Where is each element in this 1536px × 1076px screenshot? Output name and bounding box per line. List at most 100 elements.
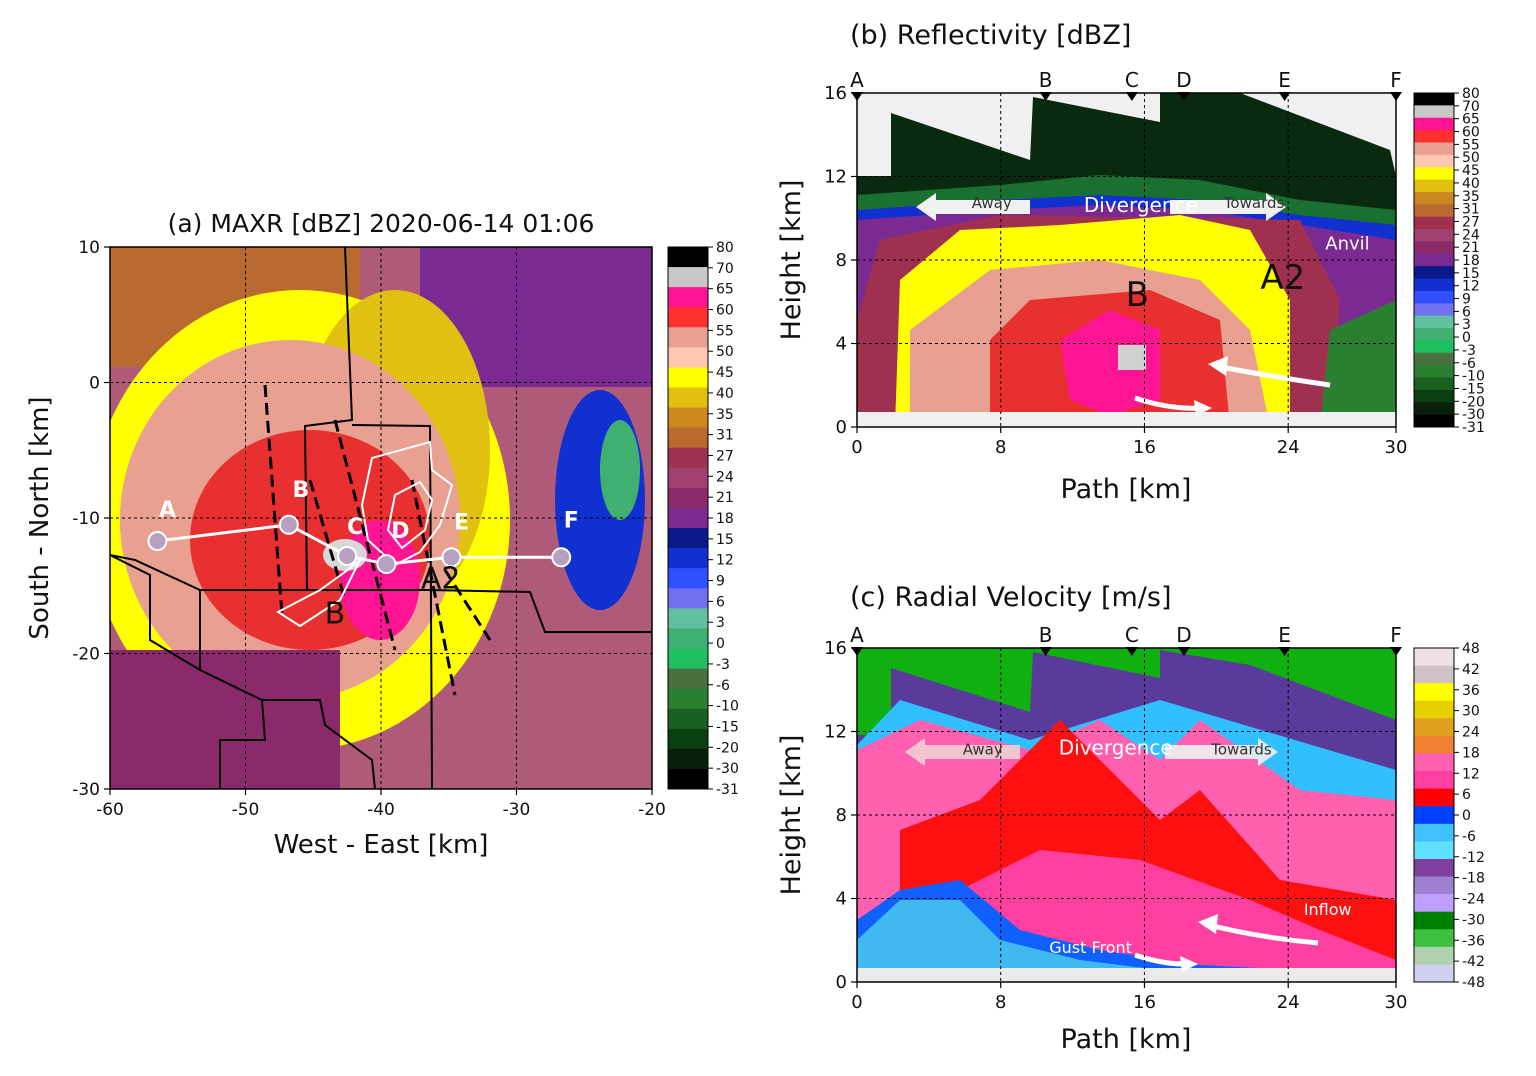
- colorbar-label: 30: [1462, 704, 1480, 720]
- panel-a-gridlines: [110, 247, 652, 789]
- y-tick-label: 8: [836, 250, 847, 271]
- y-tick-label: 12: [824, 167, 847, 188]
- x-tick-label: 16: [1133, 992, 1156, 1013]
- colorbar-label: -10: [716, 699, 739, 715]
- colorbar-label: -6: [716, 678, 730, 694]
- colorbar-label: 60: [716, 303, 734, 319]
- colorbar-label: 55: [1462, 137, 1480, 153]
- colorbar-swatch: [668, 387, 708, 409]
- colorbar-swatch: [1414, 229, 1454, 242]
- annotation-label: Divergence: [1084, 193, 1198, 217]
- colorbar-swatch: [668, 367, 708, 389]
- colorbar-label: 40: [716, 386, 734, 402]
- panel-b-surface: [857, 412, 1396, 427]
- panel-c-path-markers: A B C D E F: [850, 623, 1402, 656]
- colorbar-swatch: [668, 307, 708, 328]
- panel-a-echo-lowerleft: [110, 650, 340, 789]
- colorbar-label: -30: [716, 761, 739, 777]
- colorbar-swatch: [668, 548, 708, 569]
- colorbar-swatch: [1414, 753, 1454, 772]
- annotation-label: Anvil: [1325, 234, 1369, 255]
- cross-section-point: [147, 531, 168, 552]
- panel-c-echo-lowcyan: [857, 900, 1200, 975]
- colorbar-swatch: [1414, 858, 1454, 878]
- x-tick-label: -30: [503, 800, 531, 820]
- colorbar-label: 80: [716, 240, 734, 256]
- y-tick-label: -10: [72, 509, 100, 529]
- panel-a-boundary-1: [199, 247, 354, 789]
- panel-b-echo-right-green: [1320, 300, 1396, 427]
- colorbar-swatch: [1414, 823, 1454, 842]
- path-marker-triangle: [1125, 92, 1138, 101]
- panel-c-ylabel: Height [km]: [776, 735, 807, 896]
- colorbar-swatch: [668, 728, 708, 750]
- colorbar-label: 24: [1462, 227, 1480, 243]
- y-tick-label: 4: [836, 334, 847, 355]
- x-tick-label: 8: [995, 992, 1006, 1013]
- colorbar-label: -36: [1462, 933, 1485, 949]
- colorbar-swatch: [1414, 894, 1454, 913]
- panel-a-dash-4: [410, 479, 457, 696]
- path-marker-label: B: [1039, 623, 1053, 647]
- path-marker-triangle: [1177, 647, 1190, 656]
- y-tick-label: 8: [836, 805, 847, 826]
- colorbar-swatch: [668, 528, 708, 549]
- annotation-label: Towards: [1223, 194, 1285, 212]
- colorbar-swatch: [1414, 216, 1454, 230]
- colorbar-swatch: [1414, 718, 1454, 737]
- colorbar-swatch: [668, 668, 708, 690]
- path-marker-label: F: [1390, 68, 1402, 92]
- panel-c-arrow-towards: [1165, 738, 1278, 766]
- colorbar-label: 50: [1462, 150, 1480, 166]
- colorbar-swatch: [1414, 328, 1454, 341]
- panel-a-dash-3: [333, 419, 397, 651]
- colorbar-label: 21: [716, 490, 734, 506]
- colorbar-swatch: [668, 628, 708, 649]
- cross-section-point-label: D: [391, 519, 409, 544]
- panel-c: (c) Radial Velocity [m/s] Away Divergence…: [776, 582, 1485, 1055]
- x-tick-label: 30: [1385, 437, 1408, 458]
- cross-section-point-label: C: [347, 515, 363, 540]
- panel-b-plot: [857, 93, 1396, 427]
- annotation-label: Away: [972, 194, 1012, 212]
- colorbar-label: -3: [1462, 343, 1476, 359]
- colorbar-swatch: [668, 447, 708, 469]
- colorbar-swatch: [668, 608, 708, 629]
- panel-a-x-ticks: -60 -50 -40 -30 -20: [96, 789, 666, 820]
- panel-b-arrow-away: [916, 193, 1030, 221]
- path-marker-triangle: [1039, 92, 1052, 101]
- x-tick-label: 0: [851, 437, 862, 458]
- colorbar-label: 0: [716, 636, 725, 652]
- colorbar-swatch: [1414, 191, 1454, 205]
- panel-a-echo-right-green: [600, 420, 640, 520]
- y-tick-label: -20: [72, 645, 100, 665]
- path-marker-triangle: [1390, 92, 1402, 101]
- panel-a-contour-1: [360, 440, 454, 567]
- colorbar-swatch: [1414, 204, 1454, 218]
- x-tick-label: 16: [1133, 437, 1156, 458]
- cross-section-point-label: E: [454, 510, 469, 535]
- colorbar-swatch: [1414, 278, 1454, 292]
- x-tick-label: -50: [232, 800, 260, 820]
- colorbar-swatch: [1414, 154, 1454, 168]
- y-tick-label: 16: [824, 638, 847, 659]
- colorbar-swatch: [1414, 929, 1454, 948]
- panel-b-y-ticks: 0 4 8 12 16: [824, 83, 857, 438]
- panel-a-dash-1: [263, 384, 284, 616]
- colorbar-swatch: [1414, 735, 1454, 754]
- colorbar-label: -18: [1462, 871, 1485, 887]
- panel-a-y-ticks: 10 0 -10 -20 -30: [72, 238, 110, 800]
- panel-a-path: A B C D E F B A2: [147, 478, 579, 632]
- colorbar-label: 45: [1462, 163, 1480, 179]
- colorbar-swatch: [1414, 683, 1454, 702]
- path-marker-triangle: [1125, 647, 1138, 656]
- panel-a: (a) MAXR [dBZ] 2020-06-14 01:06: [25, 209, 739, 860]
- panel-c-arrow-away: [905, 738, 1020, 766]
- cross-section-point: [337, 545, 358, 566]
- panel-a-annotation: A2: [421, 561, 461, 596]
- panel-a-dash-2: [308, 479, 347, 601]
- panel-a-annotation: B: [325, 597, 346, 632]
- colorbar-label: 27: [716, 448, 734, 464]
- colorbar-swatch: [668, 648, 708, 670]
